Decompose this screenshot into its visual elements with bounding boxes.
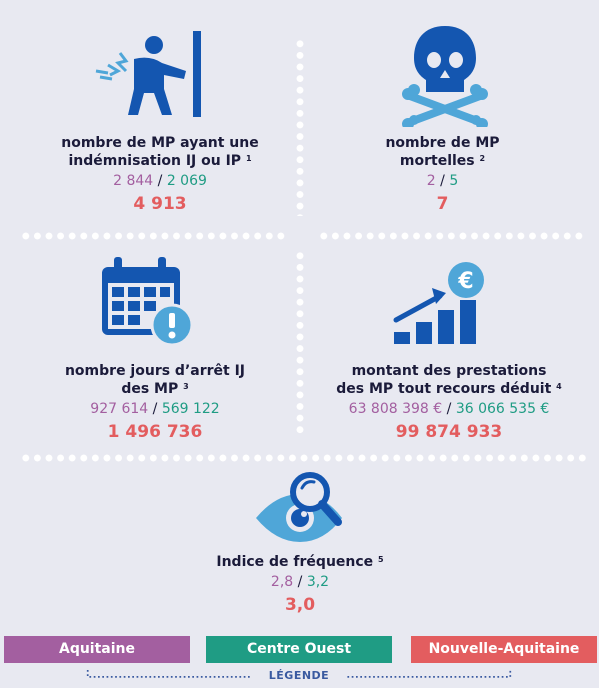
stat-label-line1: nombre jours d’arrêt IJ (64, 363, 246, 379)
value-separator: / (446, 401, 452, 417)
nouvelle-aquitaine-total: 4 913 (133, 194, 187, 214)
eye-magnifier-icon (256, 472, 342, 542)
nouvelle-aquitaine-total: 3,0 (284, 595, 316, 615)
regional-split: 927 614 / 569 122 (20, 400, 290, 419)
legend-centre-ouest: Centre Ouest (206, 636, 392, 663)
legend-bracket-right (347, 670, 512, 678)
regional-split: 63 808 398 € / 36 066 535 € (306, 400, 592, 419)
regional-split: 2 / 5 (315, 172, 570, 191)
stat-label: nombre de MP ayant une indémnisation IJ … (30, 134, 290, 170)
skull-crossbones-icon (402, 26, 488, 127)
centre-ouest-value: 569 122 (161, 401, 220, 417)
value-separator: / (152, 401, 158, 417)
stat-label: nombre jours d’arrêt IJ des MP 3 (20, 362, 290, 398)
stat-indice-frequence: Indice de fréquence 5 2,8 / 3,2 3,0 (170, 553, 430, 616)
legend-nouvelle-aquitaine: Nouvelle-Aquitaine (411, 636, 597, 663)
stat-label-line2: mortelles (399, 153, 475, 169)
nouvelle-aquitaine-total: 99 874 933 (395, 422, 503, 442)
aquitaine-value: 2 844 (113, 173, 154, 189)
stat-label: Indice de fréquence 5 (170, 553, 430, 571)
nouvelle-aquitaine-total: 7 (436, 194, 449, 214)
value-separator: / (297, 574, 303, 590)
legend-bracket-left (86, 670, 251, 678)
stat-label: nombre de MP mortelles 2 (315, 134, 570, 170)
injured-worker-back-pain-icon (95, 31, 201, 117)
stat-label: montant des prestations des MP tout reco… (306, 362, 592, 398)
vertical-separator-top (296, 38, 304, 216)
stat-mp-indemnisation: nombre de MP ayant une indémnisation IJ … (30, 134, 290, 215)
footnote-marker: 3 (183, 382, 189, 391)
aquitaine-value: 927 614 (90, 401, 149, 417)
stat-label-line2: des MP (121, 381, 179, 397)
stat-label-line1: montant des prestations (351, 363, 547, 379)
stat-label-line2: des MP tout recours déduit (336, 381, 552, 397)
stat-mp-mortelles: nombre de MP mortelles 2 2 / 5 7 (315, 134, 570, 215)
stat-label-line1: nombre de MP ayant une (61, 135, 259, 151)
svg-text:€: € (457, 269, 473, 294)
stat-jours-arret: nombre jours d’arrêt IJ des MP 3 927 614… (20, 362, 290, 443)
centre-ouest-value: 3,2 (306, 574, 330, 590)
legend-aquitaine: Aquitaine (4, 636, 190, 663)
stat-label-line1: Indice de fréquence (216, 554, 374, 570)
stat-label-line2: indémnisation IJ ou IP (68, 153, 242, 169)
centre-ouest-value: 2 069 (166, 173, 207, 189)
regional-split: 2 844 / 2 069 (30, 172, 290, 191)
horizontal-separator-left (20, 232, 288, 240)
value-separator: / (440, 173, 445, 189)
aquitaine-value: 2 (426, 173, 436, 189)
rising-bars-euro-icon: € (393, 262, 484, 344)
centre-ouest-value: 5 (449, 173, 459, 189)
legend-title: LÉGENDE (268, 669, 330, 682)
footnote-marker: 4 (556, 382, 562, 391)
calendar-alert-icon (102, 257, 194, 347)
footnote-marker: 1 (245, 154, 252, 163)
aquitaine-value: 2,8 (270, 574, 294, 590)
aquitaine-value: 63 808 398 € (348, 401, 443, 417)
stat-montant-prestations: montant des prestations des MP tout reco… (306, 362, 592, 443)
stat-label-line1: nombre de MP (385, 135, 500, 151)
nouvelle-aquitaine-total: 1 496 736 (107, 422, 203, 442)
footnote-marker: 5 (378, 555, 384, 564)
horizontal-separator-right (318, 232, 586, 240)
regional-split: 2,8 / 3,2 (170, 573, 430, 592)
value-separator: / (157, 173, 163, 189)
footnote-marker: 2 (479, 154, 486, 163)
centre-ouest-value: 36 066 535 € (455, 401, 550, 417)
horizontal-separator-bottom (20, 454, 586, 462)
vertical-separator-middle (296, 250, 304, 436)
